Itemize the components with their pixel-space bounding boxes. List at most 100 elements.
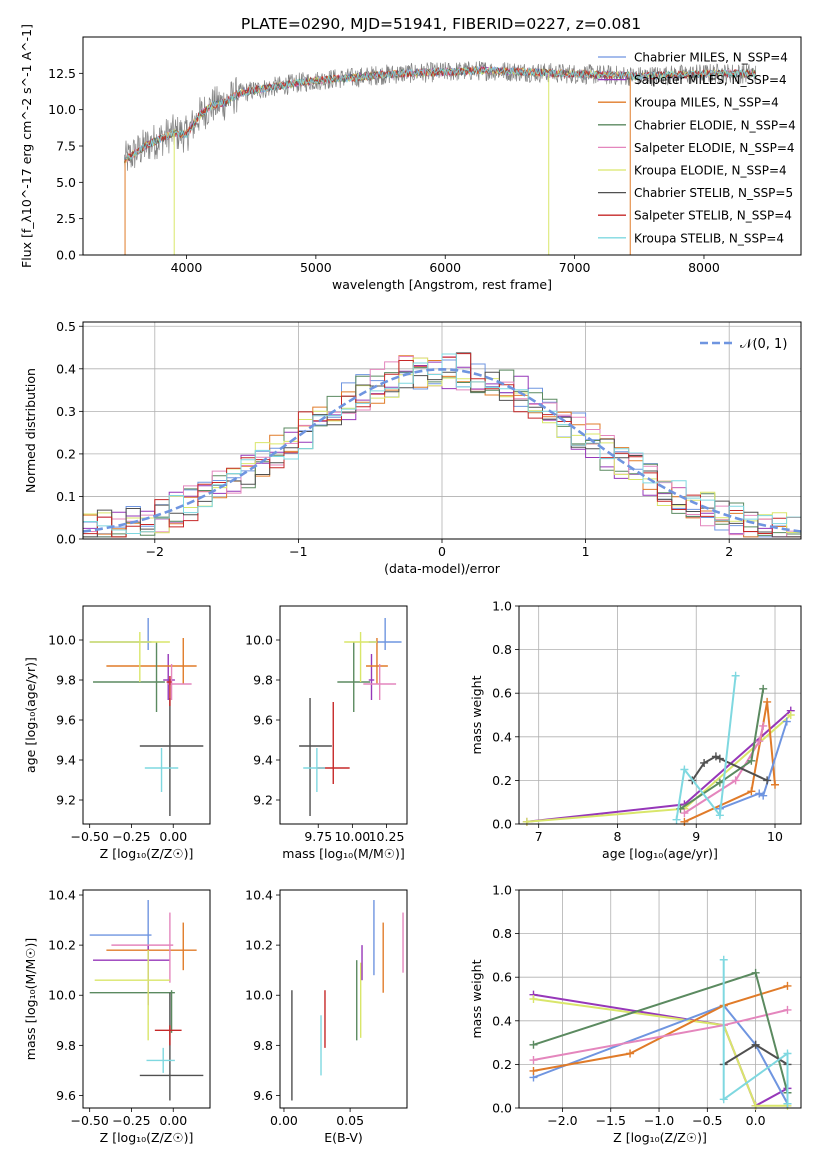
y-tick-label: 9.4 xyxy=(253,753,273,768)
x-tick-label: 5000 xyxy=(300,260,332,275)
y-tick-label: 7.5 xyxy=(56,139,76,154)
spectrum-lines xyxy=(123,60,757,255)
mass-weight-line-chabrier_elodie xyxy=(679,688,765,810)
x-tick-label: 9.75 xyxy=(304,829,332,844)
x-axis-label: Z [log₁₀(Z/Z☉)] xyxy=(613,1130,707,1145)
mass-weight-line-kroupa_elodie xyxy=(526,714,792,823)
series-massweight-vs-z xyxy=(529,955,792,1110)
plus-marker-kroupa_stelib xyxy=(719,1095,728,1104)
y-tick-label: 10.4 xyxy=(245,888,273,903)
legend-label: Kroupa STELIB, N_SSP=4 xyxy=(634,231,784,245)
y-tick-label: 0.1 xyxy=(56,489,76,504)
y-tick-label: 0.0 xyxy=(56,248,76,263)
plus-marker-kroupa_miles xyxy=(626,1049,635,1058)
plus-marker-kroupa_miles xyxy=(771,780,780,789)
plus-marker-salpeter_elodie xyxy=(755,737,764,746)
x-tick-label: 8000 xyxy=(688,260,720,275)
plus-marker-chabrier_elodie xyxy=(759,684,768,693)
y-tick-label: 0.6 xyxy=(492,970,512,985)
x-tick-label: 6000 xyxy=(429,260,461,275)
y-tick-label: 9.6 xyxy=(253,1088,273,1103)
x-tick-label: 10.25 xyxy=(369,829,405,844)
legend-label: Salpeter ELODIE, N_SSP=4 xyxy=(634,141,795,155)
x-tick-label: 9 xyxy=(692,829,700,844)
legend-label: Chabrier ELODIE, N_SSP=4 xyxy=(634,118,796,132)
axes-massweight-vs-age: 7 8 9 10 0.0 0.2 0.4 0.6 0.8 1.0 age [log₁₀(age/yr… xyxy=(469,599,801,861)
x-tick-label: 0 xyxy=(438,544,446,559)
frame-massweight-vs-age xyxy=(518,605,802,825)
x-axis-label: Z [log₁₀(Z/Z☉)] xyxy=(100,846,194,861)
x-tick-label: 10 xyxy=(767,829,783,844)
y-tick-label: 0.5 xyxy=(56,319,76,334)
legend-label: Salpeter MILES, N_SSP=4 xyxy=(634,73,787,87)
plus-marker-kroupa_stelib xyxy=(731,671,740,680)
x-tick-label: −2 xyxy=(146,544,164,559)
y-tick-label: 1.0 xyxy=(492,599,512,614)
y-tick-label: 9.8 xyxy=(56,673,76,688)
plus-marker-kroupa_miles xyxy=(680,817,689,826)
axes-spectrum: 4000 5000 6000 7000 8000 0.0 2.5 5.0 7.5 10.0 12.5… xyxy=(19,24,796,292)
gaussian-legend-label: 𝒩(0, 1) xyxy=(740,337,787,352)
x-tick-label: −1.5 xyxy=(596,1113,626,1128)
y-tick-label: 0.0 xyxy=(56,532,76,547)
mass-weight-line-chabrier_miles xyxy=(719,721,788,810)
x-tick-label: 2 xyxy=(725,544,733,559)
gaussian-curve xyxy=(83,367,801,533)
plus-marker-chabrier_elodie xyxy=(751,968,760,977)
x-axis-label: mass [log₁₀(M/M☉)] xyxy=(282,846,404,861)
plus-marker-chabrier_stelib xyxy=(763,776,772,785)
plus-marker-salpeter_elodie xyxy=(529,1056,538,1065)
spectrum-legend: Chabrier MILES, N_SSP=4 Salpeter MILES, N… xyxy=(598,51,796,245)
y-tick-label: 10.0 xyxy=(245,988,273,1003)
y-tick-label: 0.0 xyxy=(492,1101,512,1116)
y-tick-label: 0.4 xyxy=(56,361,76,376)
plus-marker-kroupa_elodie xyxy=(786,711,795,719)
y-axis-label: mass weight xyxy=(469,675,484,754)
plus-marker-kroupa_stelib xyxy=(719,955,728,964)
y-tick-label: 9.2 xyxy=(56,793,76,808)
plus-marker-chabrier_stelib xyxy=(715,754,724,763)
plus-marker-kroupa_stelib xyxy=(672,815,681,824)
axes-mass-vs-z: −0.50 −0.25 0.00 9.6 9.8 10.0 10.2 10.4 Z [log₁₀… xyxy=(23,888,204,1145)
x-tick-label: 0.05 xyxy=(336,1113,364,1128)
y-tick-label: 10.0 xyxy=(245,633,273,648)
plus-marker-kroupa_miles xyxy=(783,981,792,990)
y-tick-label: 9.6 xyxy=(56,713,76,728)
plus-marker-kroupa_miles xyxy=(747,787,756,796)
y-tick-label: 0.8 xyxy=(492,642,512,657)
y-tick-label: 9.8 xyxy=(56,1038,76,1053)
x-tick-label: −0.25 xyxy=(112,1113,150,1128)
y-tick-label: 10.4 xyxy=(48,888,76,903)
x-axis-label: E(B-V) xyxy=(324,1130,363,1145)
errorbars-mass-vs-ebv xyxy=(291,900,404,1101)
y-tick-label: 10.0 xyxy=(48,102,76,117)
y-axis-label: age [log₁₀(age/yr)] xyxy=(23,657,38,773)
x-axis-label: age [log₁₀(age/yr)] xyxy=(602,846,718,861)
axes-mass-vs-ebv: 0.00 0.05 9.6 9.8 10.0 10.2 10.4 E(B-V) xyxy=(245,888,404,1145)
y-tick-label: 9.4 xyxy=(56,753,76,768)
y-tick-label: 12.5 xyxy=(48,66,76,81)
plus-marker-chabrier_stelib xyxy=(700,758,709,767)
y-tick-label: 0.2 xyxy=(492,773,512,788)
y-tick-label: 10.0 xyxy=(48,633,76,648)
plus-marker-kroupa_elodie xyxy=(529,995,538,1003)
y-tick-label: 10.2 xyxy=(48,938,76,953)
x-tick-label: 0.00 xyxy=(159,829,187,844)
y-axis-label: mass [log₁₀(M/M☉)] xyxy=(23,938,38,1060)
plus-marker-kroupa_stelib xyxy=(783,1049,792,1058)
plus-marker-salpeter_elodie xyxy=(731,776,740,785)
plus-marker-kroupa_elodie xyxy=(751,1101,760,1110)
plus-marker-chabrier_miles xyxy=(759,791,768,800)
plus-marker-chabrier_miles xyxy=(782,717,791,726)
x-tick-label: 4000 xyxy=(171,260,203,275)
plus-marker-kroupa_stelib xyxy=(715,811,724,820)
frame-mass-vs-z xyxy=(82,889,211,1109)
plus-marker-chabrier_elodie xyxy=(715,778,724,787)
axes-massweight-vs-z: −2.0 −1.5 −1.0 −0.5 0.0 0.0 0.2 0.4 0.6 0.8 1.0 Z [… xyxy=(469,883,801,1145)
y-axis-label: mass weight xyxy=(469,959,484,1038)
frame-spectrum xyxy=(82,36,802,256)
x-tick-label: −0.5 xyxy=(692,1113,722,1128)
y-axis-label: Normed distribution xyxy=(23,368,38,493)
errorbars-age-vs-mass xyxy=(299,618,402,816)
